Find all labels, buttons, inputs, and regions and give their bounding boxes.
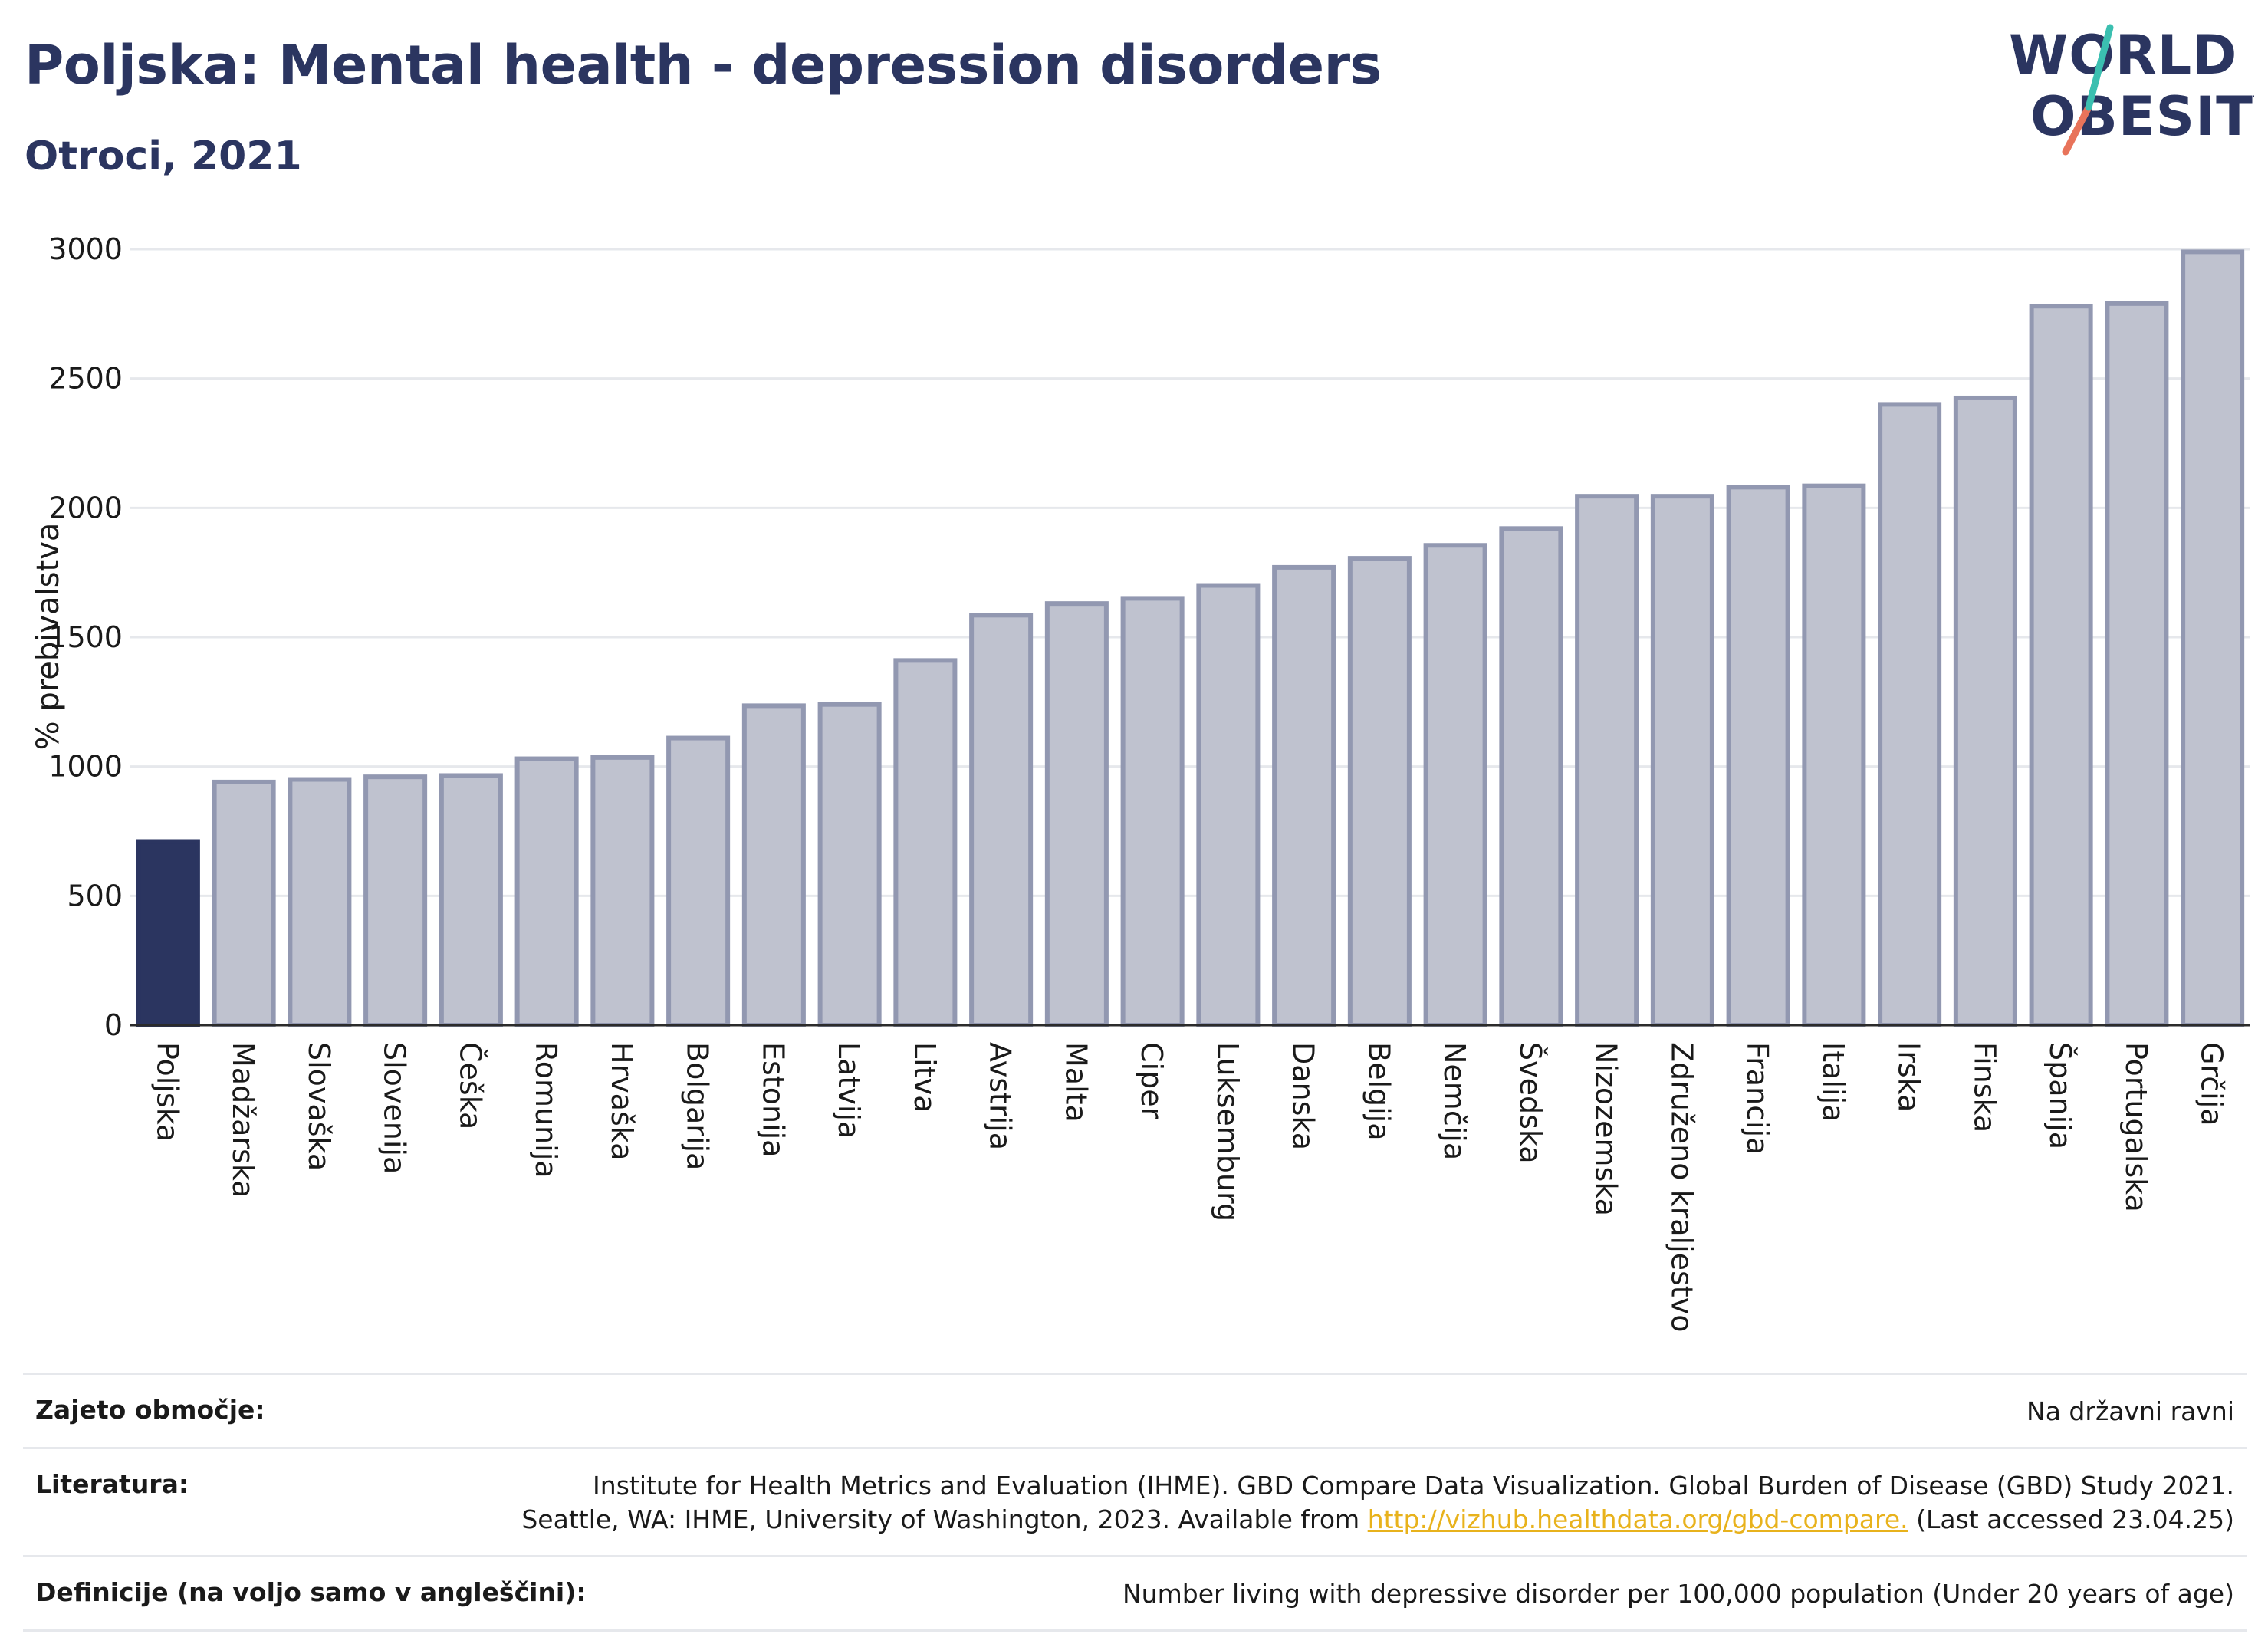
bar-20 (1650, 494, 1714, 1027)
bars (136, 249, 2245, 1028)
bar-23 (1878, 402, 1942, 1027)
y-tick-label: 3000 (48, 232, 123, 266)
bar-19 (1575, 494, 1639, 1027)
x-tick-label: Slovenija (378, 1042, 412, 1174)
bar-12 (1044, 601, 1109, 1027)
x-tick-label: Latvija (832, 1042, 866, 1139)
x-tick-label: Bolgarija (681, 1042, 715, 1170)
x-tick-label: Nizozemska (1589, 1042, 1623, 1216)
bar-14 (1196, 583, 1261, 1027)
x-tick-label: Belgija (1362, 1042, 1395, 1141)
x-tick-label: Romunija (529, 1042, 563, 1179)
y-tick-label: 500 (67, 879, 123, 912)
literature-line1: Institute for Health Metrics and Evaluat… (593, 1471, 2234, 1501)
bar-15 (1272, 564, 1336, 1028)
x-tick-label: Nemčija (1438, 1042, 1471, 1160)
x-tick-label: Grčija (2195, 1042, 2229, 1126)
x-tick-label: Slovaška (302, 1042, 336, 1171)
bar-9 (817, 702, 882, 1027)
bar-5 (514, 756, 579, 1028)
bar-27 (2181, 249, 2245, 1027)
literature-value: Institute for Health Metrics and Evaluat… (521, 1469, 2234, 1537)
bar-16 (1347, 556, 1412, 1027)
world-obesity-logo: WORLD OBESITY (2009, 24, 2254, 156)
bar-10 (893, 658, 958, 1027)
axes: 0 500 1000 1500 2000 2500 3000 Poljska Madžarska… (48, 232, 2250, 1332)
bar-17 (1423, 543, 1487, 1028)
page-subtitle: Otroci, 2021 (25, 133, 302, 179)
page-title: Poljska: Mental health - depression diso… (25, 34, 1382, 97)
x-tick-label: Združeno kraljestvo (1665, 1042, 1698, 1332)
x-tick-label: Luksemburg (1211, 1042, 1244, 1221)
x-tick-label: Portugalska (2119, 1042, 2153, 1212)
bar-chart: 0 500 1000 1500 2000 2500 3000 Poljska Madžarska… (31, 232, 2250, 1332)
bar-22 (1802, 483, 1866, 1028)
x-tick-label: Litva (908, 1042, 942, 1113)
bar-11 (969, 613, 1034, 1027)
x-tick-label: Malta (1059, 1042, 1093, 1123)
literature-key: Literatura: (35, 1469, 189, 1499)
x-tick-label: Italija (1816, 1042, 1850, 1122)
x-tick-label: Irska (1892, 1042, 1926, 1112)
definitions-value: Number living with depressive disorder p… (1122, 1579, 2234, 1609)
x-tick-label: Poljska (150, 1042, 184, 1142)
coverage-key: Zajeto območje: (35, 1395, 265, 1425)
bar-4 (439, 773, 503, 1027)
x-tick-label: Ciper (1135, 1042, 1169, 1119)
y-axis-label: % prebivalstva (31, 523, 66, 751)
source-link[interactable]: http://vizhub.healthdata.org/gbd-compare… (1367, 1504, 1908, 1534)
bar-13 (1120, 596, 1185, 1027)
x-tick-label: Hrvaška (605, 1042, 639, 1160)
footer-table: Zajeto območje: Na državni ravni Literat… (23, 1373, 2247, 1632)
footer-row-definitions: Definicije (na voljo samo v angleščini):… (23, 1555, 2247, 1632)
logo-line2: OBESITY (2030, 85, 2254, 148)
x-tick-label: Avstrija (984, 1042, 1017, 1150)
bar-6 (590, 755, 655, 1027)
bar-18 (1499, 526, 1563, 1027)
bar-2 (288, 777, 352, 1027)
logo-slash-coral (2062, 104, 2092, 156)
literature-line2-prefix: Seattle, WA: IHME, University of Washing… (521, 1504, 1368, 1534)
bar-21 (1726, 485, 1790, 1027)
definitions-key: Definicije (na voljo samo v angleščini): (35, 1577, 587, 1607)
footer-row-literature: Literatura: Institute for Health Metrics… (23, 1447, 2247, 1555)
y-tick-label: 1500 (48, 620, 123, 654)
logo-slash-teal (2085, 24, 2114, 111)
bar-3 (363, 774, 428, 1027)
x-tick-label: Francija (1740, 1042, 1774, 1155)
y-tick-label: 1000 (48, 750, 123, 784)
y-tick-label: 0 (104, 1008, 123, 1042)
y-tick-label: 2000 (48, 491, 123, 524)
bar-0 (136, 839, 200, 1028)
bar-26 (2105, 301, 2169, 1027)
x-tick-label: Madžarska (226, 1042, 260, 1198)
x-tick-label: Španija (2043, 1042, 2077, 1149)
bar-24 (1953, 395, 2017, 1027)
bar-1 (212, 779, 276, 1027)
x-tick-label: Estonija (756, 1042, 790, 1157)
footer-row-coverage: Zajeto območje: Na državni ravni (23, 1373, 2247, 1447)
coverage-value: Na državni ravni (2026, 1396, 2234, 1426)
literature-line2-suffix: (Last accessed 23.04.25) (1908, 1504, 2234, 1534)
y-tick-label: 2500 (48, 362, 123, 396)
x-tick-label: Švedska (1514, 1042, 1547, 1164)
x-tick-label: Češka (453, 1042, 487, 1129)
logo-line1: WORLD (2009, 24, 2237, 87)
bar-7 (666, 735, 731, 1027)
x-tick-label: Danska (1287, 1042, 1320, 1150)
bar-8 (741, 703, 806, 1027)
bar-25 (2029, 304, 2093, 1028)
x-tick-label: Finska (1967, 1042, 2001, 1133)
